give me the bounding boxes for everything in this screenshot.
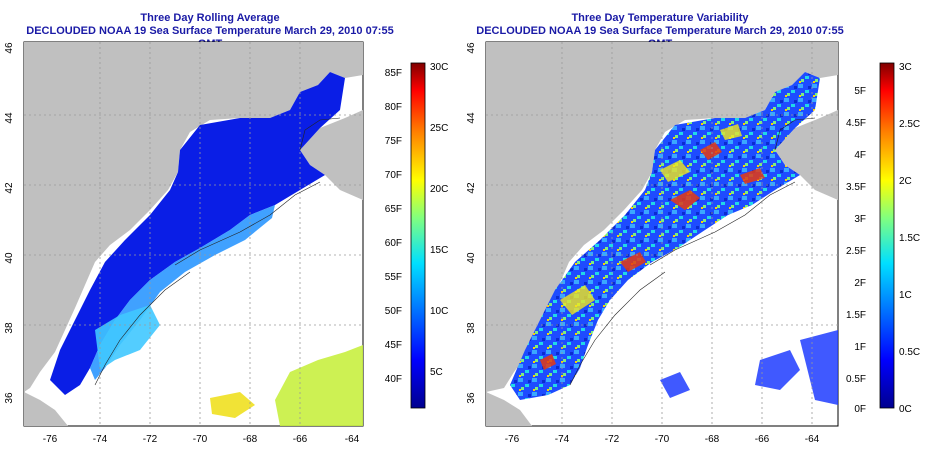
left-sst-cyan-patch <box>95 305 160 370</box>
right-variability-yellow <box>560 124 742 315</box>
left-contours <box>94 117 341 386</box>
left-cb-75f: 75F <box>385 136 402 147</box>
right-variability-field <box>510 72 820 400</box>
left-cb-30c: 30C <box>430 62 448 73</box>
left-lat-38: 38 <box>4 322 15 334</box>
right-variability-offshore <box>660 330 838 405</box>
right-gridlines <box>486 42 838 426</box>
left-lat-labels: 46 44 42 40 38 36 <box>4 42 15 404</box>
right-lat-38: 38 <box>466 322 477 334</box>
right-title-line1: Three Day Temperature Variability <box>571 12 749 24</box>
right-lon-66: -66 <box>755 434 770 445</box>
left-lon-74: -74 <box>93 434 108 445</box>
right-cb-1-5f: 1.5F <box>846 310 866 321</box>
left-cb-40f: 40F <box>385 374 402 385</box>
right-lon-64: -64 <box>805 434 820 445</box>
right-cb-3-5f: 3.5F <box>846 182 866 193</box>
left-cb-5c: 5C <box>430 367 443 378</box>
right-contours <box>569 117 816 386</box>
right-lon-68: -68 <box>705 434 720 445</box>
right-lat-42: 42 <box>466 182 477 194</box>
right-title: Three Day Temperature Variability DECLOU… <box>470 12 850 51</box>
left-lat-40: 40 <box>4 252 15 264</box>
left-lat-44: 44 <box>4 112 15 124</box>
left-cb-15c: 15C <box>430 245 448 256</box>
left-lon-68: -68 <box>243 434 258 445</box>
left-sst-warm-offshore <box>275 345 363 426</box>
left-lat-42: 42 <box>4 182 15 194</box>
right-cb-2-5f: 2.5F <box>846 246 866 257</box>
right-lon-70: -70 <box>655 434 670 445</box>
right-cb-0c: 0C <box>899 404 912 415</box>
right-lat-labels: 46 44 42 40 38 36 <box>466 42 477 404</box>
right-cb-0-5f: 0.5F <box>846 374 866 385</box>
left-lon-72: -72 <box>143 434 158 445</box>
right-lon-76: -76 <box>505 434 520 445</box>
right-cb-2-5c: 2.5C <box>899 119 920 130</box>
left-cb-65f: 65F <box>385 204 402 215</box>
right-cb-3c: 3C <box>899 62 912 73</box>
left-lon-76: -76 <box>43 434 58 445</box>
left-colorbar-f-labels: 85F 80F 75F 70F 65F 60F 55F 50F 45F 40F <box>385 68 402 385</box>
left-map: 46 44 42 40 38 36 -76 -74 -72 -70 -68 -6… <box>4 41 448 445</box>
right-cb-1-5c: 1.5C <box>899 233 920 244</box>
left-land-nova-scotia <box>300 110 363 200</box>
right-map: 46 44 42 40 38 36 -76 -74 -72 -70 -68 -6… <box>466 41 920 445</box>
left-cb-45f: 45F <box>385 340 402 351</box>
left-cb-25c: 25C <box>430 123 448 134</box>
left-cb-10c: 10C <box>430 306 448 317</box>
right-lon-74: -74 <box>555 434 570 445</box>
left-lon-70: -70 <box>193 434 208 445</box>
left-title-line1: Three Day Rolling Average <box>140 12 280 24</box>
right-cb-1c: 1C <box>899 290 912 301</box>
right-colorbar <box>879 62 895 409</box>
right-lat-36: 36 <box>466 392 477 404</box>
left-cb-70f: 70F <box>385 170 402 181</box>
right-cb-0f: 0F <box>854 404 866 415</box>
left-lon-labels: -76 -74 -72 -70 -68 -66 -64 <box>43 434 360 445</box>
left-cb-85f: 85F <box>385 68 402 79</box>
right-lon-labels: -76 -74 -72 -70 -68 -66 -64 <box>505 434 820 445</box>
right-cb-4-5f: 4.5F <box>846 118 866 129</box>
right-lon-72: -72 <box>605 434 620 445</box>
right-lat-44: 44 <box>466 112 477 124</box>
right-colorbar-f-labels: 5F 4.5F 4F 3.5F 3F 2.5F 2F 1.5F 1F 0.5F … <box>846 86 866 415</box>
right-cb-2f: 2F <box>854 278 866 289</box>
left-land-south <box>24 392 68 426</box>
right-land-south <box>486 392 532 426</box>
right-cb-4f: 4F <box>854 150 866 161</box>
left-cb-50f: 50F <box>385 306 402 317</box>
left-colorbar <box>410 62 426 409</box>
right-land-nova-scotia <box>775 110 838 200</box>
left-lat-36: 36 <box>4 392 15 404</box>
right-land-mass <box>486 42 838 392</box>
right-colorbar-c-labels: 3C 2.5C 2C 1.5C 1C 0.5C 0C <box>899 62 920 415</box>
right-cb-5f: 5F <box>854 86 866 97</box>
right-cb-2c: 2C <box>899 176 912 187</box>
right-cb-3f: 3F <box>854 214 866 225</box>
left-lon-66: -66 <box>293 434 308 445</box>
right-lat-40: 40 <box>466 252 477 264</box>
left-lat-46: 46 <box>4 42 15 54</box>
left-gridlines <box>24 42 363 426</box>
left-colorbar-c-labels: 30C 25C 20C 15C 10C 5C <box>430 62 448 378</box>
left-cb-55f: 55F <box>385 272 402 283</box>
left-cb-60f: 60F <box>385 238 402 249</box>
left-cb-20c: 20C <box>430 184 448 195</box>
left-land-mass <box>24 42 363 392</box>
left-sst-shelf <box>50 72 345 395</box>
left-lon-64: -64 <box>345 434 360 445</box>
left-sst-yellow-patch <box>210 392 255 418</box>
right-cb-1f: 1F <box>854 342 866 353</box>
left-cb-80f: 80F <box>385 102 402 113</box>
right-lat-46: 46 <box>466 42 477 54</box>
right-cb-0-5c: 0.5C <box>899 347 920 358</box>
